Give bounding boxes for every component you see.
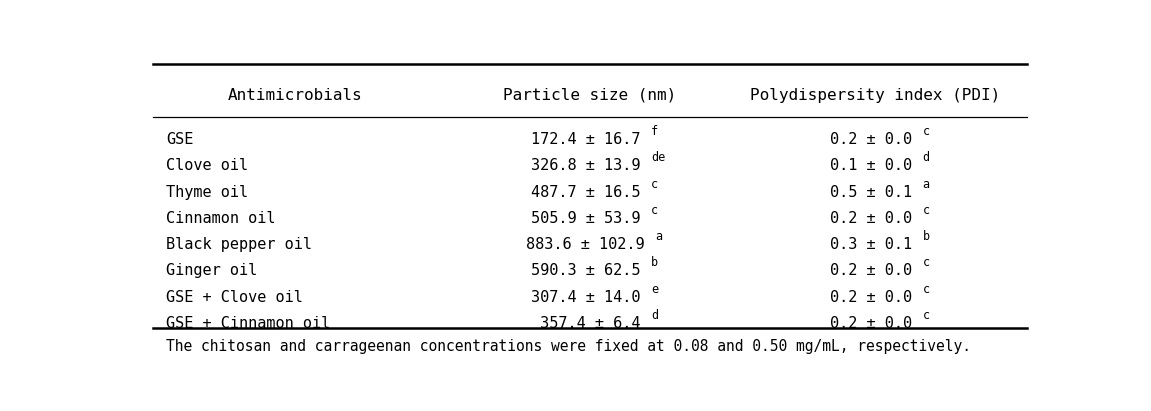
- Text: Clove oil: Clove oil: [166, 158, 249, 173]
- Text: Ginger oil: Ginger oil: [166, 263, 258, 278]
- Text: c: c: [923, 204, 930, 217]
- Text: 172.4 ± 16.7: 172.4 ± 16.7: [531, 132, 649, 147]
- Text: Polydispersity index (PDI): Polydispersity index (PDI): [750, 88, 1000, 103]
- Text: c: c: [923, 309, 930, 322]
- Text: 505.9 ± 53.9: 505.9 ± 53.9: [531, 211, 649, 226]
- Text: Antimicrobials: Antimicrobials: [228, 88, 363, 103]
- Text: 0.2 ± 0.0: 0.2 ± 0.0: [830, 211, 921, 226]
- Text: 0.2 ± 0.0: 0.2 ± 0.0: [830, 263, 921, 278]
- Text: c: c: [923, 256, 930, 270]
- Text: c: c: [651, 178, 658, 191]
- Text: f: f: [651, 125, 658, 138]
- Text: Particle size (nm): Particle size (nm): [503, 88, 677, 103]
- Text: c: c: [923, 125, 930, 138]
- Text: d: d: [923, 151, 930, 164]
- Text: 357.4 ± 6.4: 357.4 ± 6.4: [531, 316, 649, 331]
- Text: Thyme oil: Thyme oil: [166, 185, 249, 200]
- Text: b: b: [651, 256, 658, 270]
- Text: Black pepper oil: Black pepper oil: [166, 237, 312, 252]
- Text: c: c: [651, 204, 658, 217]
- Text: GSE: GSE: [166, 132, 193, 147]
- Text: 0.5 ± 0.1: 0.5 ± 0.1: [830, 185, 921, 200]
- Text: de: de: [651, 151, 665, 164]
- Text: 0.2 ± 0.0: 0.2 ± 0.0: [830, 290, 921, 305]
- Text: 883.6 ± 102.9: 883.6 ± 102.9: [526, 237, 654, 252]
- Text: e: e: [651, 283, 658, 296]
- Text: 326.8 ± 13.9: 326.8 ± 13.9: [531, 158, 649, 173]
- Text: a: a: [923, 178, 930, 191]
- Text: 0.3 ± 0.1: 0.3 ± 0.1: [830, 237, 921, 252]
- Text: 307.4 ± 14.0: 307.4 ± 14.0: [531, 290, 649, 305]
- Text: b: b: [923, 230, 930, 243]
- Text: d: d: [651, 309, 658, 322]
- Text: 0.2 ± 0.0: 0.2 ± 0.0: [830, 132, 921, 147]
- Text: GSE + Clove oil: GSE + Clove oil: [166, 290, 303, 305]
- Text: 590.3 ± 62.5: 590.3 ± 62.5: [531, 263, 649, 278]
- Text: Cinnamon oil: Cinnamon oil: [166, 211, 276, 226]
- Text: 487.7 ± 16.5: 487.7 ± 16.5: [531, 185, 649, 200]
- Text: c: c: [923, 283, 930, 296]
- Text: 0.2 ± 0.0: 0.2 ± 0.0: [830, 316, 921, 331]
- Text: GSE + Cinnamon oil: GSE + Cinnamon oil: [166, 316, 330, 331]
- Text: a: a: [656, 230, 663, 243]
- Text: 0.1 ± 0.0: 0.1 ± 0.0: [830, 158, 921, 173]
- Text: The chitosan and carrageenan concentrations were fixed at 0.08 and 0.50 mg/mL, r: The chitosan and carrageenan concentrati…: [166, 339, 971, 354]
